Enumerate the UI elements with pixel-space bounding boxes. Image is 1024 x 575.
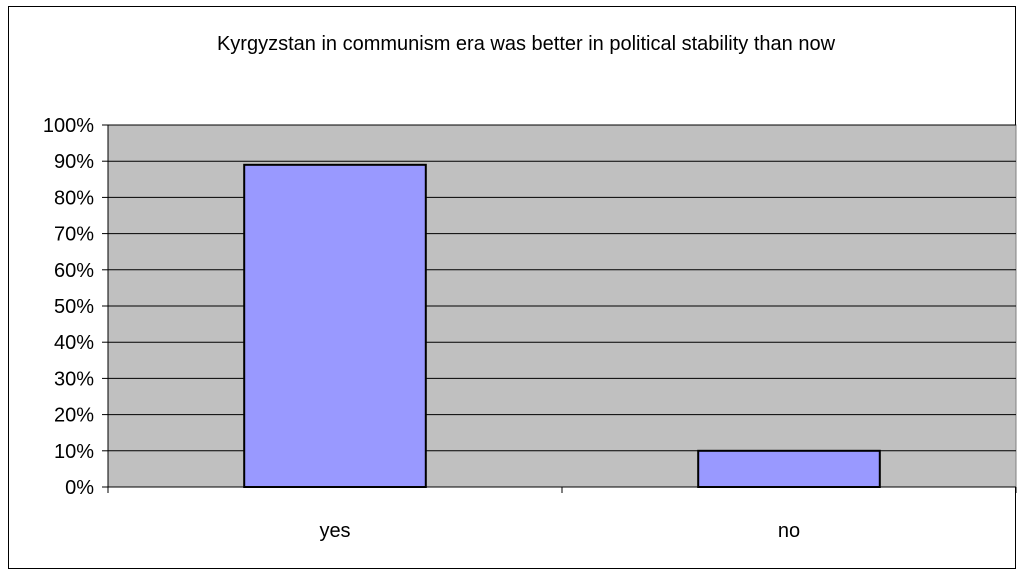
y-tick-label: 70%	[54, 224, 94, 246]
y-tick-label: 0%	[65, 477, 94, 499]
x-axis-tick-labels: yes no	[319, 520, 800, 542]
y-tick-label: 80%	[54, 187, 94, 209]
chart-title: Kyrgyzstan in communism era was better i…	[217, 33, 836, 55]
bar-yes	[243, 163, 427, 488]
x-tick-label: no	[778, 520, 800, 542]
y-tick-label: 90%	[54, 151, 94, 173]
y-tick-label: 50%	[54, 296, 94, 318]
y-axis-tick-labels: 0% 10% 20% 30% 40% 50% 60% 70% 80% 90% 100%	[43, 115, 94, 499]
y-tick-label: 100%	[43, 115, 94, 137]
y-tick-label: 20%	[54, 405, 94, 427]
bars	[243, 163, 881, 488]
y-tick-label: 60%	[54, 260, 94, 282]
bar-no	[697, 449, 881, 488]
x-tick-label: yes	[319, 520, 350, 542]
y-tick-label: 30%	[54, 368, 94, 390]
y-tick-label: 40%	[54, 332, 94, 354]
y-tick-label: 10%	[54, 441, 94, 463]
